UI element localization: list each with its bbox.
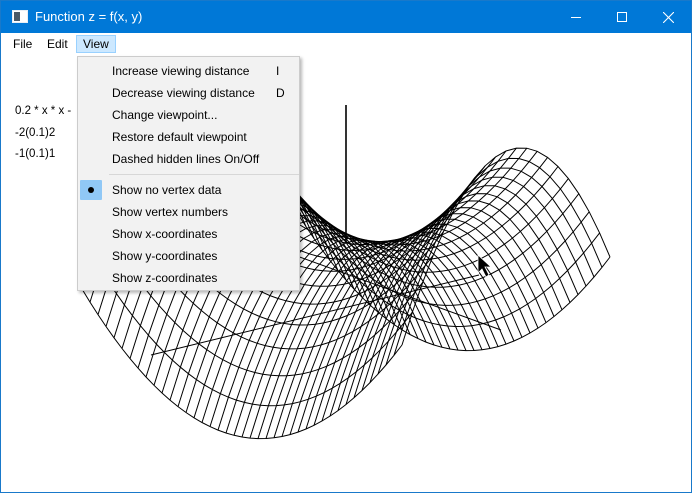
title-bar[interactable]: Function z = f(x, y): [1, 1, 691, 33]
menu-item-label: Show no vertex data: [112, 183, 222, 197]
menu-item-increase-distance[interactable]: Increase viewing distance I: [80, 60, 297, 82]
mesh-line-y: [258, 137, 580, 288]
menu-item-show-x-coordinates[interactable]: Show x-coordinates: [80, 223, 297, 245]
menu-item-label: Dashed hidden lines On/Off: [112, 152, 260, 166]
y-axis: [260, 242, 502, 331]
minimize-button[interactable]: [553, 1, 599, 33]
mesh-line-y: [81, 288, 403, 440]
plot-axes: [150, 105, 502, 356]
menu-item-show-z-coordinates[interactable]: Show z-coordinates: [80, 267, 297, 289]
mesh-line-y: [102, 225, 424, 377]
mesh-line-x: [369, 185, 579, 383]
close-icon: [662, 11, 674, 23]
mesh-line-x: [329, 218, 539, 417]
view-menu-dropdown: Increase viewing distance I Decrease viewi…: [77, 56, 300, 291]
menu-item-label: Show y-coordinates: [112, 249, 218, 263]
menu-item-shortcut: I: [276, 64, 280, 78]
y-range: -1(0.1)1: [15, 148, 56, 160]
mesh-line-y: [268, 155, 590, 306]
menu-item-decrease-distance[interactable]: Decrease viewing distance D: [80, 82, 297, 104]
menu-item-label: Show z-coordinates: [112, 271, 218, 285]
maximize-button[interactable]: [599, 1, 645, 33]
menu-item-restore-viewpoint[interactable]: Restore default viewpoint: [80, 126, 297, 148]
menu-item-show-vertex-numbers[interactable]: Show vertex numbers: [80, 201, 297, 223]
window-title: Function z = f(x, y): [35, 9, 143, 24]
mesh-line-y: [289, 200, 611, 352]
x-axis: [150, 274, 480, 356]
menu-item-label: Change viewpoint...: [112, 108, 218, 122]
menu-file[interactable]: File: [13, 37, 33, 51]
maximize-icon: [617, 12, 627, 22]
window-app-icon[interactable]: [12, 10, 28, 23]
radio-bullet-icon: [80, 180, 102, 200]
menu-item-label: Show vertex numbers: [112, 205, 229, 219]
menu-item-dashed-hidden-lines[interactable]: Dashed hidden lines On/Off: [80, 148, 297, 170]
menu-item-shortcut: D: [276, 86, 285, 100]
mesh-line-y: [279, 176, 600, 328]
menu-view[interactable]: View: [76, 35, 116, 53]
menu-item-label: Show x-coordinates: [112, 227, 218, 241]
menu-separator: [109, 174, 299, 175]
mouse-pointer-arrow: [477, 254, 493, 278]
menu-item-show-no-vertex-data[interactable]: Show no vertex data: [80, 179, 297, 201]
menu-edit[interactable]: Edit: [47, 37, 68, 51]
menu-item-show-y-coordinates[interactable]: Show y-coordinates: [80, 245, 297, 267]
minimize-icon: [571, 17, 581, 18]
menu-bar: File Edit View: [1, 33, 691, 55]
menu-item-label: Increase viewing distance: [112, 64, 250, 78]
close-button[interactable]: [645, 1, 691, 33]
mouse-cursor-icon: [477, 254, 493, 278]
menu-item-change-viewpoint[interactable]: Change viewpoint...: [80, 104, 297, 126]
x-range: -2(0.1)2: [15, 127, 56, 139]
mesh-line-y: [91, 255, 413, 407]
function-expression: 0.2 * x * x -: [15, 105, 72, 117]
mesh-line-y: [247, 122, 569, 273]
menu-item-label: Restore default viewpoint: [112, 130, 247, 144]
menu-item-label: Decrease viewing distance: [112, 86, 255, 100]
